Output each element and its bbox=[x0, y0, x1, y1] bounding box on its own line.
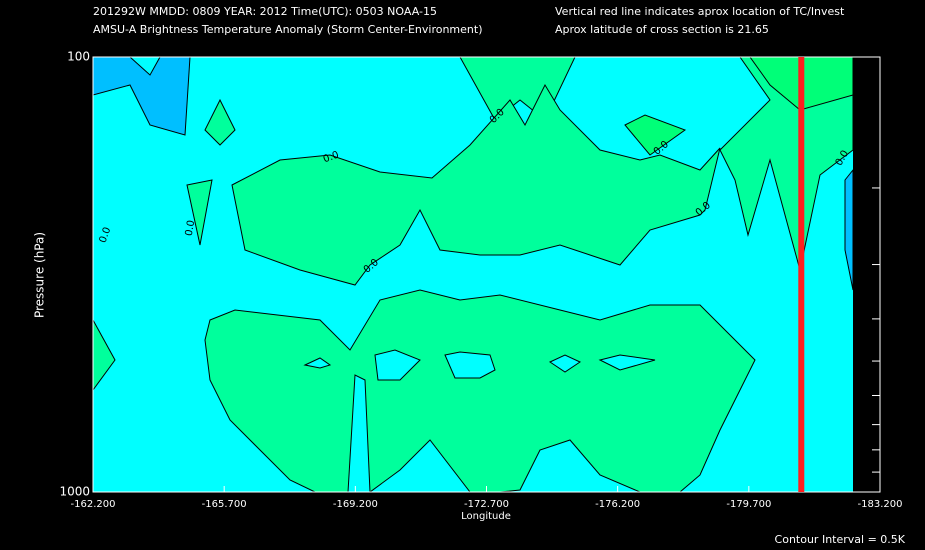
region bbox=[231, 83, 721, 286]
x-tick-label: -172.700 bbox=[464, 499, 509, 510]
region bbox=[598, 354, 656, 371]
contour-label: 0.0 bbox=[184, 219, 198, 237]
region bbox=[303, 357, 332, 369]
region bbox=[186, 179, 213, 246]
footer-note: Contour Interval = 0.5K bbox=[775, 533, 906, 546]
region bbox=[624, 114, 687, 156]
header-line: Aprox latitude of cross section is 21.65 bbox=[555, 23, 769, 36]
x-tick-label: -176.200 bbox=[595, 499, 640, 510]
region bbox=[204, 98, 236, 146]
x-axis-label: Longitude bbox=[461, 511, 511, 522]
header-line: 201292W MMDD: 0809 YEAR: 2012 Time(UTC):… bbox=[93, 5, 437, 18]
region bbox=[548, 354, 582, 373]
header-line: Vertical red line indicates aprox locati… bbox=[555, 5, 845, 18]
x-tick-label: -162.200 bbox=[71, 499, 116, 510]
y-tick-label: 100 bbox=[67, 50, 90, 64]
contour-label: 0.0 bbox=[322, 150, 341, 166]
x-tick-label: -169.200 bbox=[333, 499, 378, 510]
x-tick-label: -183.200 bbox=[858, 499, 903, 510]
region bbox=[204, 289, 756, 493]
contour-label: 0.0 bbox=[98, 226, 114, 245]
no-data bbox=[853, 57, 880, 492]
x-tick-label: -179.700 bbox=[726, 499, 771, 510]
header-line: AMSU-A Brightness Temperature Anomaly (S… bbox=[93, 23, 483, 36]
y-tick-label: 1000 bbox=[59, 485, 90, 499]
contour-field bbox=[92, 56, 880, 493]
y-axis-label: Pressure (hPa) bbox=[33, 232, 47, 318]
region bbox=[444, 351, 496, 379]
x-tick-label: -165.700 bbox=[202, 499, 247, 510]
region bbox=[92, 56, 191, 136]
region bbox=[374, 349, 421, 381]
